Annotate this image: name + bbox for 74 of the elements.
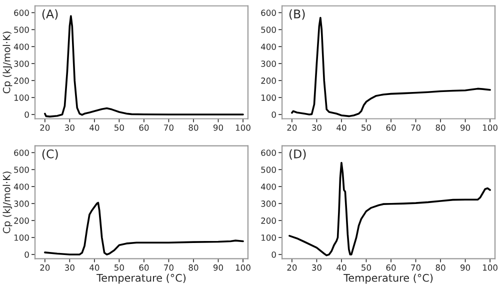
y-tick-label: 0 <box>24 111 29 118</box>
y-tick-label: 600 <box>261 10 276 16</box>
x-tick-label: 60 <box>386 124 396 131</box>
y-tick-label: 500 <box>14 166 29 173</box>
x-tick-label: 100 <box>236 124 250 131</box>
x-tick-label: 80 <box>188 124 198 131</box>
x-tick-label: 60 <box>139 124 149 131</box>
x-tick-label: 100 <box>236 264 250 271</box>
x-tick-label: 40 <box>336 264 346 271</box>
y-tick-label: 600 <box>14 150 29 156</box>
y-tick-label: 400 <box>14 184 29 190</box>
y-tick-label: 100 <box>261 94 276 101</box>
x-tick-label: 30 <box>312 264 322 271</box>
y-tick-label: 300 <box>14 60 29 67</box>
y-tick-label: 600 <box>261 150 276 156</box>
x-tick-label: 90 <box>213 124 223 131</box>
x-tick-label: 60 <box>386 264 396 271</box>
x-tick-label: 80 <box>436 124 446 131</box>
y-tick-label: 500 <box>261 26 276 33</box>
x-tick-label: 20 <box>40 264 50 271</box>
x-tick-label: 70 <box>164 264 174 271</box>
x-tick-label: 20 <box>287 264 297 271</box>
x-tick-label: 80 <box>436 264 446 271</box>
y-tick-label: 400 <box>14 44 29 50</box>
x-tick-label: 100 <box>483 264 498 271</box>
x-axis-title: Temperature (°C) <box>344 274 433 284</box>
x-tick-label: 90 <box>460 264 470 271</box>
x-tick-label: 40 <box>90 264 100 271</box>
y-tick-label: 0 <box>24 251 29 258</box>
x-tick-label: 20 <box>287 124 297 131</box>
y-tick-label: 0 <box>272 251 276 258</box>
y-tick-label: 0 <box>272 111 276 118</box>
x-tick-label: 30 <box>65 124 74 131</box>
x-tick-label: 50 <box>362 124 371 131</box>
x-axis-title: Temperature (°C) <box>96 274 186 284</box>
x-tick-label: 40 <box>90 124 100 131</box>
x-tick-label: 70 <box>411 124 421 131</box>
x-tick-label: 100 <box>483 124 498 131</box>
y-tick-label: 300 <box>261 200 276 207</box>
y-tick-label: 500 <box>14 26 29 33</box>
chart-title: (B) <box>289 9 305 20</box>
y-axis-title: Cp (kJ/mol·K) <box>2 172 12 234</box>
line-series <box>288 162 491 256</box>
x-tick-label: 80 <box>188 264 198 271</box>
x-tick-label: 20 <box>40 124 50 131</box>
y-tick-label: 300 <box>14 200 29 207</box>
y-axis-title: Cp (kJ/mol·K) <box>2 32 12 94</box>
x-tick-label: 70 <box>164 124 174 131</box>
y-tick-label: 600 <box>14 10 29 16</box>
y-tick-label: 100 <box>14 234 29 241</box>
y-tick-label: 100 <box>14 94 29 101</box>
x-tick-label: 90 <box>460 124 470 131</box>
x-tick-label: 40 <box>336 124 346 131</box>
x-tick-label: 30 <box>312 124 322 131</box>
line-series <box>44 202 244 256</box>
chart-title: (A) <box>42 9 58 20</box>
x-tick-label: 30 <box>65 264 74 271</box>
y-tick-label: 200 <box>14 78 29 84</box>
x-tick-label: 50 <box>362 264 371 271</box>
y-tick-label: 100 <box>261 234 276 241</box>
x-tick-label: 70 <box>411 264 421 271</box>
x-tick-label: 90 <box>213 264 223 271</box>
chart-title: (C) <box>42 149 58 160</box>
x-tick-label: 50 <box>114 124 124 131</box>
y-tick-label: 400 <box>260 44 276 50</box>
y-tick-label: 500 <box>261 166 276 173</box>
x-tick-label: 50 <box>114 264 124 271</box>
x-tick-label: 60 <box>139 264 149 271</box>
y-tick-label: 200 <box>261 218 276 224</box>
y-tick-label: 300 <box>261 60 276 67</box>
y-tick-label: 400 <box>260 184 276 190</box>
y-tick-label: 200 <box>261 78 276 84</box>
y-tick-label: 200 <box>14 218 29 224</box>
chart-title: (D) <box>289 149 306 160</box>
